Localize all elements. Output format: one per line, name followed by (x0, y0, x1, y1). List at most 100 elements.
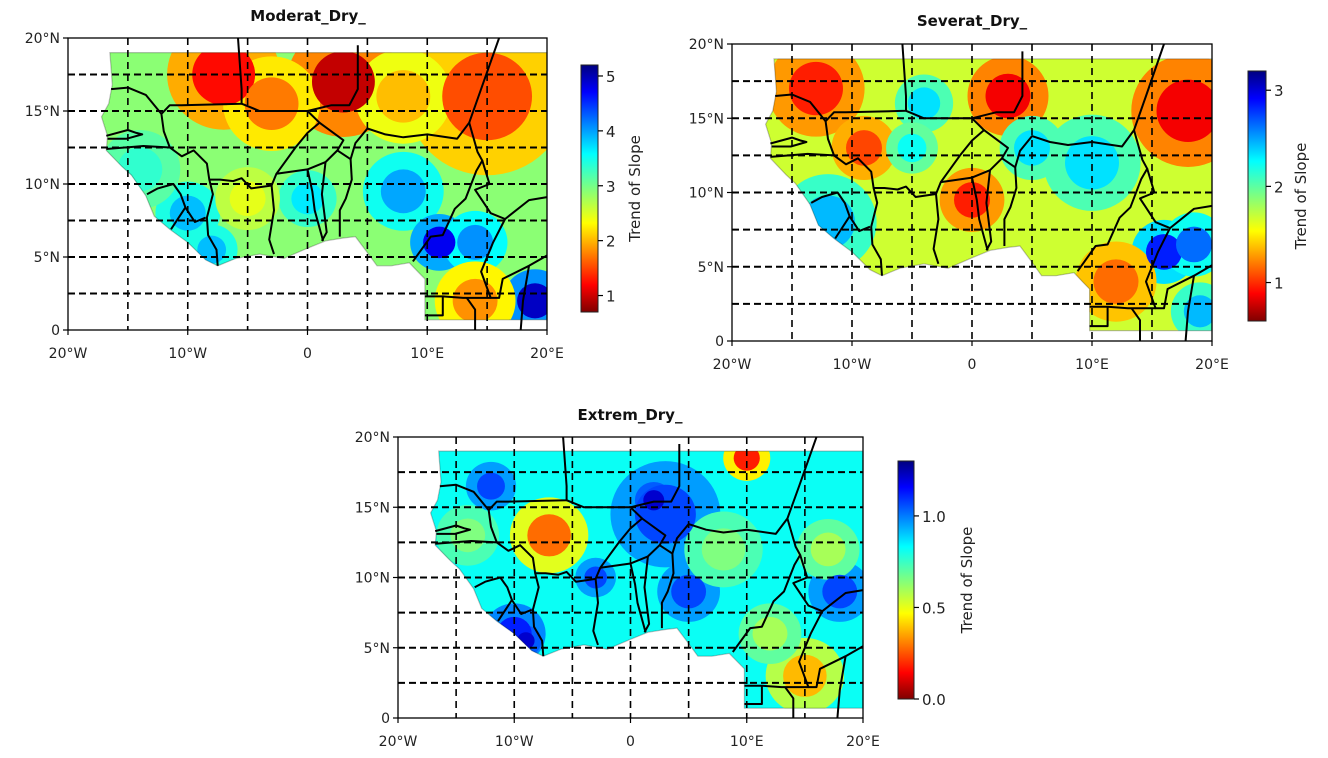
x-tick-label: 20°E (846, 734, 880, 750)
country-border (810, 191, 851, 240)
trend-patch (517, 632, 535, 650)
country-border (798, 610, 864, 689)
trend-patch (244, 77, 299, 130)
x-tick-label: 20°W (379, 734, 418, 750)
colorbar-tick-label: 2 (606, 233, 616, 251)
country-border (531, 573, 545, 657)
trend-patch (517, 283, 547, 319)
panel-title: Extrem_Dry_ (578, 406, 683, 424)
y-tick-label: 15°N (689, 111, 724, 127)
country-border (106, 129, 144, 140)
country-border (784, 686, 795, 718)
y-tick-label: 15°N (25, 104, 60, 120)
trend-patch (671, 574, 707, 609)
country-border (184, 206, 207, 223)
country-border (1076, 129, 1149, 272)
panel-severat: Severat_Dry_ 20°W 10°W 0 10°E 20°E 0 5°N 10°N 15… (689, 12, 1310, 373)
colorbar-tick-label: 5 (606, 68, 616, 86)
y-tick-label: 20°N (355, 430, 390, 446)
country-border (643, 556, 651, 633)
country-border (848, 215, 871, 233)
y-tick-label: 5°N (34, 250, 60, 266)
country-border (349, 37, 501, 160)
country-border (320, 161, 328, 242)
trend-patch (376, 70, 431, 123)
colorbar-tick-label: 4 (606, 123, 616, 141)
y-tick-label: 10°N (355, 571, 390, 587)
coastline (100, 51, 548, 321)
x-tick-label: 10°W (495, 734, 534, 750)
panel-title: Severat_Dry_ (917, 12, 1028, 30)
colorbar-gradient (1247, 70, 1267, 322)
colorbar-tick-label: 3 (606, 178, 616, 196)
y-tick-label: 0 (51, 323, 60, 339)
trend-patch (1093, 259, 1139, 304)
colorbar-label: Trend of Slope (1292, 143, 1310, 251)
x-tick-label: 10°E (730, 734, 764, 750)
y-tick-label: 0 (381, 711, 390, 727)
country-border (671, 436, 818, 554)
country-border (870, 187, 883, 276)
country-border (1089, 306, 1109, 328)
country-border (1089, 305, 1156, 310)
trend-patch (527, 514, 571, 557)
country-border (519, 265, 530, 331)
country-border (424, 296, 444, 317)
country-border (306, 169, 325, 242)
country-border (146, 183, 187, 230)
y-tick-label: 20°N (25, 31, 60, 47)
y-tick-label: 20°N (689, 37, 724, 53)
y-tick-label: 15°N (355, 500, 390, 516)
trend-field (765, 58, 1212, 331)
x-tick-label: 0 (303, 346, 312, 362)
country-border (318, 121, 345, 151)
colorbar-tick-label: 1 (606, 288, 616, 306)
country-border (434, 524, 472, 535)
country-border (731, 518, 802, 653)
y-tick-label: 5°N (364, 641, 390, 657)
country-border (592, 578, 599, 646)
country-border (412, 122, 484, 262)
coastline (429, 450, 864, 709)
x-tick-label: 10°E (410, 346, 444, 362)
trend-patch (701, 528, 746, 571)
panel-moderat: Moderat_Dry_ 20°W 10°W 0 10°E 20°E05°N10°N15… (25, 7, 644, 362)
country-border (744, 684, 809, 689)
x-tick-label: 20°W (713, 357, 752, 373)
trend-patch (733, 451, 760, 471)
trend-patch (1176, 226, 1212, 263)
trend-patch (907, 87, 941, 120)
trend-patch (477, 472, 505, 500)
colorbar-tick-label: 2 (1274, 178, 1284, 196)
trend-patch (643, 490, 665, 511)
trend-patch (380, 169, 426, 214)
country-border (1014, 43, 1165, 168)
trend-patch (789, 61, 843, 116)
y-tick-label: 10°N (689, 186, 724, 202)
colorbar-label: Trend of Slope (626, 135, 644, 243)
country-border (983, 129, 1009, 159)
trend-field (101, 52, 547, 320)
colorbar-tick-label: 1 (1274, 275, 1284, 293)
x-tick-label: 0 (968, 357, 977, 373)
trend-patch (1065, 136, 1119, 190)
country-border (985, 170, 993, 251)
colorbar: 1 2 3 Trend of Slope (1247, 70, 1310, 322)
y-tick-label: 10°N (25, 177, 60, 193)
trend-patch (311, 52, 375, 113)
trend-patch (423, 226, 456, 259)
trend-patch (457, 224, 494, 260)
trend-patch (752, 616, 788, 651)
panel-extrem: Extrem_Dry_ 20°W 10°W 0 10°E 20°E 0 5°N 10°N 15°… (355, 406, 976, 750)
colorbar: 1 2 3 4 5 Trend of Slope (580, 64, 644, 313)
colorbar-gradient (580, 64, 599, 313)
country-border (474, 576, 513, 622)
trend-patch (1156, 79, 1212, 143)
country-border (511, 599, 533, 615)
trend-patch (810, 532, 846, 567)
trend-patch (985, 73, 1031, 119)
country-border (1184, 275, 1195, 342)
country-border (465, 297, 477, 330)
country-border (268, 185, 275, 255)
colorbar-tick-label: 1.0 (922, 508, 946, 526)
